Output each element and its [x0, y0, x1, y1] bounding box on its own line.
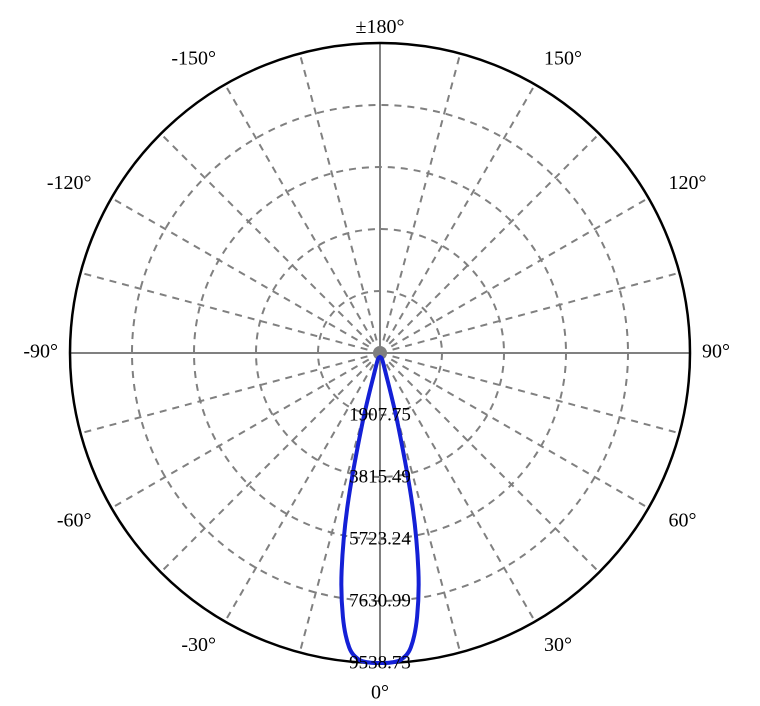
angle-label: -150°: [171, 48, 216, 70]
angle-label: 60°: [668, 510, 696, 532]
angle-label: -90°: [23, 341, 58, 363]
angle-label: ±180°: [356, 16, 405, 38]
angle-label: 30°: [544, 634, 572, 656]
angle-label: 0°: [371, 682, 389, 704]
radial-label: 9538.73: [349, 652, 411, 673]
radial-label: 3815.49: [349, 466, 411, 487]
polar-chart: 0° 30° 60° 90° 120° 150° ±180° -150° -120° -90° -6…: [0, 0, 760, 706]
polar-chart-svg: 0° 30° 60° 90° 120° 150° ±180° -150° -120° -90° -6…: [0, 0, 760, 706]
angle-label: -120°: [47, 172, 92, 194]
radial-label: 5723.24: [349, 528, 411, 549]
radial-label: 1907.75: [349, 404, 411, 425]
angle-label: 120°: [668, 172, 706, 194]
angle-label: -30°: [181, 634, 216, 656]
angle-label: -60°: [57, 510, 92, 532]
radial-label: 7630.99: [349, 590, 411, 611]
angle-label: 150°: [544, 48, 582, 70]
angle-label: 90°: [702, 341, 730, 363]
